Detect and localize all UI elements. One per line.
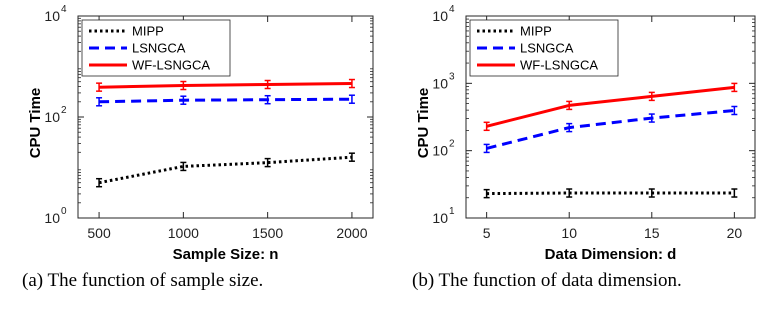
x-tick-label: 10 — [561, 225, 577, 241]
legend-label: MIPP — [520, 24, 552, 39]
legend-label: WF-LSNGCA — [132, 58, 210, 73]
y-tick-exponent: 1 — [449, 206, 455, 217]
y-tick-exponent: 3 — [449, 71, 455, 82]
caption-b: (b) The function of data dimension. — [412, 270, 682, 291]
series-line-mipp — [98, 155, 352, 185]
y-tick-label: 10 — [432, 210, 448, 226]
y-axis-label: CPU Time — [415, 88, 432, 159]
y-tick-label: 10 — [44, 109, 60, 125]
x-tick-label: 20 — [727, 225, 743, 241]
y-tick-exponent: 0 — [61, 206, 67, 217]
series-line-lsngca — [99, 97, 352, 104]
x-axis-label: Sample Size: n — [173, 246, 279, 263]
legend-label: WF-LSNGCA — [520, 58, 598, 73]
caption-a: (a) The function of sample size. — [22, 270, 264, 291]
axes-frame — [465, 15, 756, 219]
series-line-wf-lsngca — [99, 82, 352, 89]
series-line-wf-lsngca — [486, 85, 735, 128]
x-tick-label: 5 — [483, 225, 491, 241]
x-tick-label: 1000 — [168, 225, 199, 241]
series-line-mipp — [486, 191, 735, 196]
x-tick-label: 2000 — [336, 225, 367, 241]
y-tick-exponent: 2 — [449, 139, 455, 150]
y-tick-label: 10 — [432, 75, 448, 91]
x-tick-label: 500 — [87, 225, 111, 241]
x-tick-label: 15 — [644, 225, 660, 241]
x-axis-label: Data Dimension: d — [545, 246, 677, 263]
legend-label: LSNGCA — [520, 41, 574, 56]
y-axis-label: CPU Time — [27, 88, 44, 159]
legend-label: LSNGCA — [132, 41, 186, 56]
y-tick-exponent: 2 — [61, 105, 67, 116]
y-tick-label: 10 — [44, 8, 60, 24]
y-tick-label: 10 — [44, 210, 60, 226]
series-line-lsngca — [486, 109, 735, 150]
y-tick-exponent: 4 — [449, 4, 455, 15]
y-tick-exponent: 4 — [61, 4, 67, 15]
x-tick-label: 1500 — [252, 225, 283, 241]
y-tick-label: 10 — [432, 8, 448, 24]
legend-label: MIPP — [132, 24, 164, 39]
y-tick-label: 10 — [432, 143, 448, 159]
